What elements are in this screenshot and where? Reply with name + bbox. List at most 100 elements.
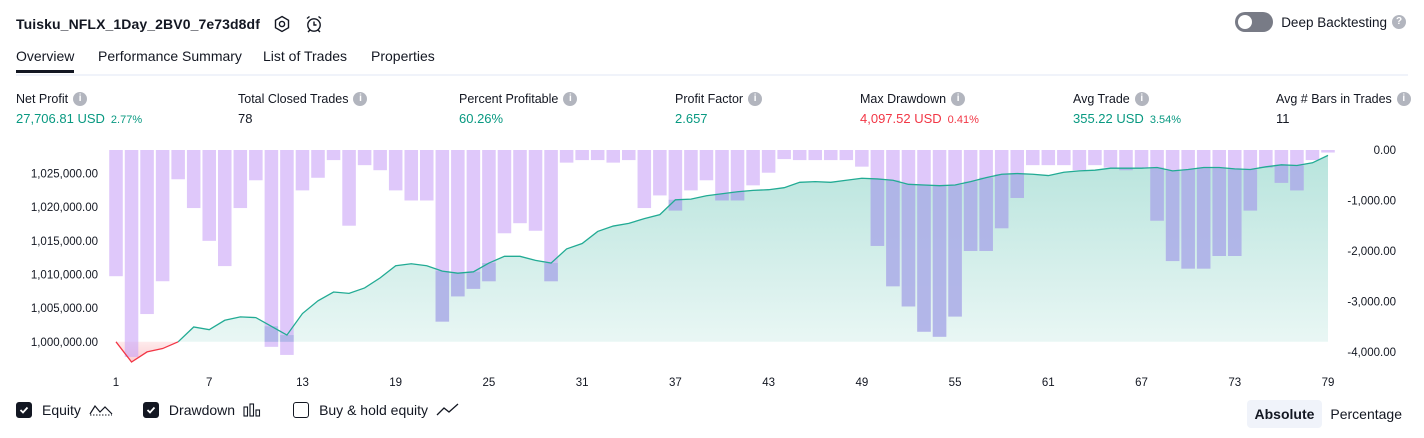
drawdown-bar bbox=[575, 150, 589, 161]
drawdown-bar bbox=[653, 150, 667, 196]
drawdown-bar-overlap bbox=[1212, 167, 1226, 256]
drawdown-bar bbox=[1103, 150, 1118, 168]
tab-performance-summary[interactable]: Performance Summary bbox=[98, 48, 242, 64]
drawdown-bar-overlap bbox=[932, 185, 947, 337]
drawdown-bar bbox=[730, 150, 745, 201]
metric-max-drawdown: Max Drawdown i 4,097.52 USD 0.41% bbox=[860, 92, 979, 126]
info-icon[interactable]: i bbox=[73, 92, 88, 106]
drawdown-bar bbox=[606, 150, 620, 163]
drawdown-bar-overlap bbox=[963, 181, 978, 251]
metric-value: 4,097.52 USD bbox=[860, 111, 942, 126]
drawdown-bar bbox=[1305, 150, 1320, 161]
equity-line-icon bbox=[89, 403, 113, 417]
drawdown-bar bbox=[482, 150, 496, 282]
metric-profit-factor: Profit Factor i 2.657 bbox=[675, 92, 763, 126]
equity-drawdown-chart[interactable]: 1,025,000.00 1,020,000.00 1,015,000.00 1,01… bbox=[0, 138, 1424, 394]
x-axis-tick-label: 19 bbox=[389, 377, 402, 389]
drawdown-bar bbox=[622, 150, 636, 161]
drawdown-bar bbox=[140, 150, 154, 315]
drawdown-bar-overlap bbox=[917, 184, 931, 332]
info-icon[interactable]: i bbox=[353, 92, 368, 106]
drawdown-bar-overlap bbox=[482, 263, 496, 282]
legend-label: Buy & hold equity bbox=[319, 402, 429, 418]
drawdown-bar bbox=[1119, 150, 1133, 171]
tab-properties[interactable]: Properties bbox=[371, 48, 435, 64]
right-axis-tick-label: -2,000.00 bbox=[1347, 246, 1396, 258]
tab-bar: Overview Performance Summary List of Tra… bbox=[16, 44, 1408, 76]
x-axis-tick-label: 55 bbox=[949, 377, 962, 389]
metrics-row: Net Profit i 27,706.81 USD 2.77% Total Clo… bbox=[0, 92, 1424, 132]
drawdown-bar-overlap bbox=[1243, 169, 1258, 211]
info-icon[interactable]: i bbox=[563, 92, 578, 106]
info-icon[interactable]: i bbox=[1396, 92, 1411, 106]
tab-list-of-trades[interactable]: List of Trades bbox=[263, 48, 348, 64]
right-axis-tick-label: -3,000.00 bbox=[1347, 296, 1396, 308]
metric-percent-profitable: Percent Profitable i 60.26% bbox=[459, 92, 578, 126]
legend-equity[interactable]: Equity bbox=[16, 402, 113, 418]
legend-drawdown[interactable]: Drawdown bbox=[142, 402, 263, 418]
alarm-clock-icon[interactable] bbox=[304, 14, 324, 34]
metric-label: Profit Factor bbox=[675, 92, 744, 106]
drawdown-bar bbox=[186, 150, 201, 209]
metric-value: 355.22 USD bbox=[1073, 111, 1144, 126]
drawdown-bar-overlap bbox=[280, 335, 294, 342]
legend-label: Equity bbox=[42, 402, 81, 418]
metric-value: 11 bbox=[1276, 111, 1290, 126]
drawdown-bar-overlap bbox=[1181, 169, 1195, 269]
metric-percent: 2.77% bbox=[110, 114, 143, 126]
x-axis-tick-label: 79 bbox=[1322, 377, 1335, 389]
drawdown-bar bbox=[233, 150, 248, 209]
buy-hold-checkbox[interactable] bbox=[293, 402, 310, 418]
drawdown-bar bbox=[699, 150, 714, 181]
drawdown-bar-overlap bbox=[1228, 168, 1242, 256]
drawdown-bar bbox=[513, 150, 527, 224]
drawdown-bar-overlap bbox=[1290, 165, 1304, 191]
drawdown-bar bbox=[839, 150, 854, 161]
drawdown-bar-overlap bbox=[435, 271, 450, 322]
equity-checkbox[interactable] bbox=[16, 402, 32, 418]
drawdown-bar-overlap bbox=[1150, 167, 1164, 221]
drawdown-bar bbox=[388, 150, 403, 191]
metric-label: Avg Trade bbox=[1073, 92, 1130, 106]
info-icon[interactable]: i bbox=[748, 92, 763, 106]
metric-percent: 3.54% bbox=[1149, 114, 1182, 126]
deep-backtesting: Deep Backtesting ? bbox=[1235, 12, 1406, 32]
drawdown-bar bbox=[466, 150, 481, 289]
info-icon[interactable]: i bbox=[951, 92, 966, 106]
drawdown-checkbox[interactable] bbox=[142, 402, 159, 418]
help-icon[interactable]: ? bbox=[1392, 15, 1406, 29]
drawdown-bar bbox=[590, 150, 605, 161]
drawdown-bar-overlap bbox=[715, 193, 729, 201]
x-axis-tick-label: 25 bbox=[483, 377, 496, 389]
x-axis-tick-label: 73 bbox=[1228, 377, 1241, 389]
metric-percent: 0.41% bbox=[947, 114, 979, 126]
right-axis-tick-label: 0.00 bbox=[1374, 145, 1396, 157]
left-axis-tick-label: 1,005,000.00 bbox=[31, 303, 98, 315]
drawdown-bar bbox=[404, 150, 418, 201]
drawdown-bar bbox=[373, 150, 387, 171]
x-axis-tick-label: 1 bbox=[113, 377, 119, 389]
x-axis-tick-label: 13 bbox=[296, 377, 309, 389]
drawdown-bar bbox=[1026, 150, 1040, 166]
tab-overview[interactable]: Overview bbox=[16, 48, 75, 73]
x-axis-tick-label: 7 bbox=[206, 377, 212, 389]
legend-buy-hold-equity[interactable]: Buy & hold equity bbox=[293, 402, 460, 418]
metric-label: Total Closed Trades bbox=[238, 92, 349, 106]
x-axis-tick-label: 61 bbox=[1042, 377, 1055, 389]
drawdown-bar bbox=[1072, 150, 1087, 171]
mode-percentage[interactable]: Percentage bbox=[1330, 406, 1402, 422]
info-icon[interactable]: i bbox=[1134, 92, 1149, 106]
drawdown-bar-overlap bbox=[901, 184, 916, 307]
metric-label: Percent Profitable bbox=[459, 92, 559, 106]
drawdown-bar bbox=[792, 150, 807, 161]
drawdown-bar bbox=[808, 150, 822, 161]
drawdown-bar bbox=[1057, 150, 1071, 166]
gear-icon[interactable] bbox=[272, 14, 292, 34]
drawdown-bar-overlap bbox=[948, 184, 962, 317]
deep-backtesting-toggle[interactable] bbox=[1235, 12, 1274, 32]
x-axis-tick-label: 37 bbox=[669, 377, 682, 389]
drawdown-bar bbox=[357, 150, 372, 166]
mode-absolute[interactable]: Absolute bbox=[1246, 400, 1323, 428]
deep-backtesting-label: Deep Backtesting bbox=[1281, 14, 1387, 30]
left-axis-tick-label: 1,025,000.00 bbox=[31, 169, 98, 181]
